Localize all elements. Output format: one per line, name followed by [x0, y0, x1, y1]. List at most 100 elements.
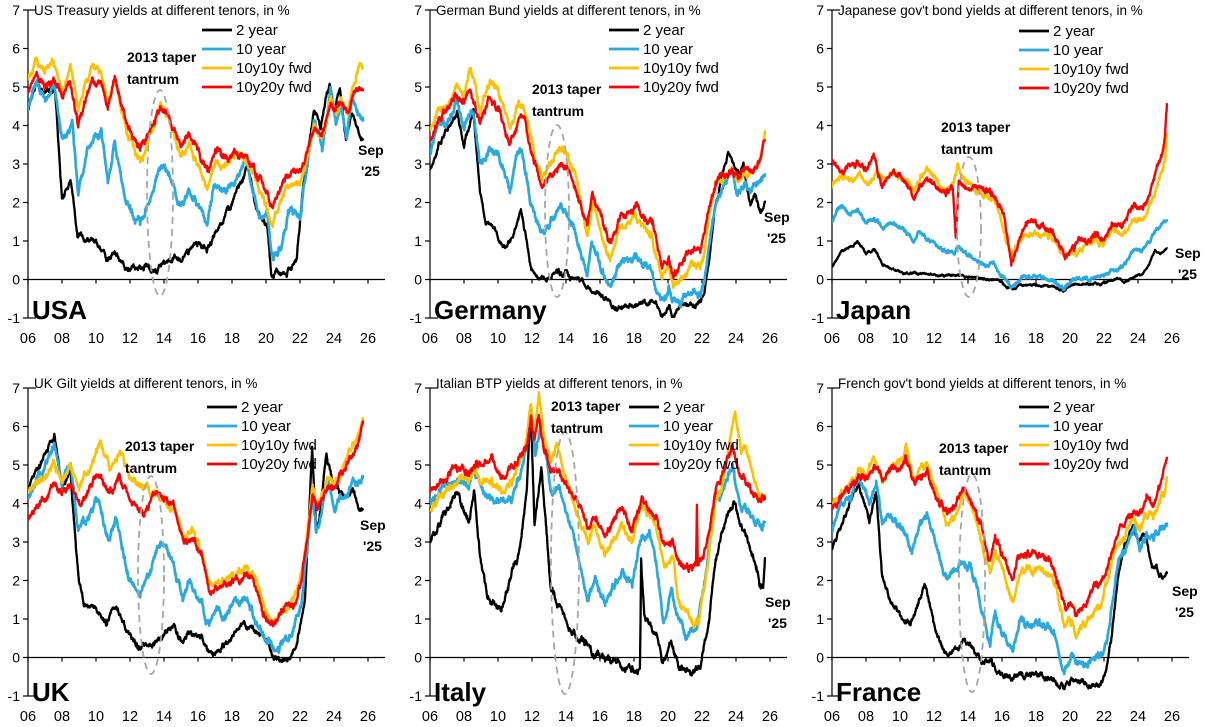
y-tick-label: 6 — [12, 419, 20, 435]
y-tick-label: 3 — [414, 156, 422, 172]
y-tick-label: 2 — [12, 573, 20, 589]
y-tick-label: 2 — [12, 195, 20, 211]
taper-tantrum-label: tantrum — [939, 462, 991, 478]
y-tick-label: 3 — [12, 156, 20, 172]
series-line-10-year — [430, 97, 767, 309]
x-tick-label: 06 — [824, 331, 840, 347]
legend-label: 2 year — [1053, 23, 1095, 40]
legend: 2 year 10 year 10y10y fwd 10y20y fwd — [629, 399, 739, 473]
y-tick-label: 0 — [12, 650, 20, 666]
panel-france: -1 0 1 2 3 4 5 6 7 06 08 10 12 14 16 18 20 22 24 26 French g… — [804, 363, 1207, 727]
panel-title: US Treasury yields at different tenors, … — [34, 3, 290, 18]
country-label: France — [836, 677, 921, 707]
y-tick-label: 7 — [816, 380, 824, 396]
panel-italy: -1 0 1 2 3 4 5 6 7 06 08 10 12 14 16 18 20 22 24 26 Italian … — [402, 363, 804, 727]
legend-label: 10 year — [643, 41, 693, 58]
x-tick-label: 14 — [558, 331, 574, 347]
y-tick-label: -1 — [8, 688, 21, 704]
legend-label: 2 year — [643, 22, 685, 39]
series-line-2-year — [430, 403, 767, 677]
legend-label: 10y10y fwd — [1053, 437, 1129, 454]
x-tick-label: 10 — [490, 709, 506, 725]
x-tick-label: 16 — [994, 709, 1010, 725]
y-tick-label: 0 — [414, 272, 422, 288]
end-date-label: Sep — [358, 142, 384, 158]
taper-tantrum-label: 2013 taper — [939, 440, 1009, 456]
x-tick-label: 14 — [156, 331, 172, 347]
y-tick-label: 2 — [414, 573, 422, 589]
x-tick-label: 10 — [88, 331, 104, 347]
country-label: Japan — [836, 295, 911, 325]
panel-title: French gov't bond yields at different te… — [838, 376, 1126, 391]
panel-germany: -1 0 1 2 3 4 5 6 7 06 08 10 12 14 16 18 20 22 24 26 German B… — [402, 0, 804, 363]
panel-title: Japanese gov't bond yields at different … — [838, 3, 1143, 18]
legend-label: 10 year — [1053, 418, 1103, 435]
x-tick-label: 16 — [190, 331, 206, 347]
x-tick-label: 14 — [960, 331, 976, 347]
series-line-10-year — [832, 203, 1169, 292]
y-tick-label: 3 — [12, 534, 20, 550]
y-tick-label: 1 — [816, 611, 824, 627]
x-tick-label: 16 — [994, 331, 1010, 347]
x-tick-label: 20 — [660, 709, 676, 725]
end-date-label: '25 — [1178, 266, 1197, 282]
x-tick-label: 26 — [1164, 709, 1180, 725]
legend-label: 10y20y fwd — [1053, 80, 1129, 97]
series-line-10y20y-fwd — [832, 454, 1169, 618]
y-tick-label: 7 — [414, 2, 422, 18]
series-line-10y20y-fwd — [430, 413, 767, 574]
legend-label: 10y10y fwd — [1053, 61, 1129, 78]
y-tick-label: 6 — [414, 41, 422, 57]
y-tick-label: 1 — [816, 233, 824, 249]
x-tick-label: 06 — [824, 709, 840, 725]
taper-tantrum-ellipse — [550, 431, 580, 695]
series-line-10y10y-fwd — [430, 391, 767, 630]
y-tick-label: 0 — [12, 272, 20, 288]
series-line-2-year — [832, 239, 1169, 293]
y-tick-label: 4 — [816, 496, 824, 512]
end-date-label: '25 — [768, 615, 787, 631]
x-tick-label: 22 — [1096, 331, 1112, 347]
x-tick-label: 26 — [762, 331, 778, 347]
x-tick-label: 20 — [258, 709, 274, 725]
y-tick-label: 3 — [816, 156, 824, 172]
legend-label: 10 year — [663, 418, 713, 435]
legend-label: 10 year — [241, 418, 291, 435]
legend-label: 10y20y fwd — [241, 456, 317, 473]
taper-tantrum-label: 2013 taper — [127, 49, 197, 65]
series-line-10y20y-fwd — [28, 70, 365, 210]
y-tick-label: 1 — [414, 611, 422, 627]
x-tick-label: 14 — [156, 709, 172, 725]
y-tick-label: 5 — [414, 457, 422, 473]
country-label: UK — [32, 677, 70, 707]
series-line-10y20y-fwd — [430, 88, 767, 279]
country-label: Italy — [434, 677, 487, 707]
series-line-2-year — [832, 482, 1169, 691]
x-tick-label: 20 — [1062, 709, 1078, 725]
y-tick-label: -1 — [8, 310, 21, 326]
y-tick-label: 6 — [414, 419, 422, 435]
x-tick-label: 18 — [626, 709, 642, 725]
x-tick-label: 18 — [626, 331, 642, 347]
taper-tantrum-ellipse — [958, 473, 986, 693]
x-tick-label: 06 — [422, 331, 438, 347]
y-tick-label: 6 — [816, 41, 824, 57]
x-tick-label: 08 — [456, 709, 472, 725]
x-tick-label: 12 — [524, 709, 540, 725]
x-tick-label: 24 — [326, 331, 342, 347]
x-tick-label: 18 — [224, 331, 240, 347]
series-line-10y10y-fwd — [832, 132, 1169, 260]
legend: 2 year 10 year 10y10y fwd 10y20y fwd — [1019, 399, 1129, 473]
legend-label: 2 year — [236, 22, 278, 39]
y-tick-label: 1 — [12, 233, 20, 249]
y-tick-label: 2 — [414, 195, 422, 211]
x-tick-label: 10 — [490, 331, 506, 347]
